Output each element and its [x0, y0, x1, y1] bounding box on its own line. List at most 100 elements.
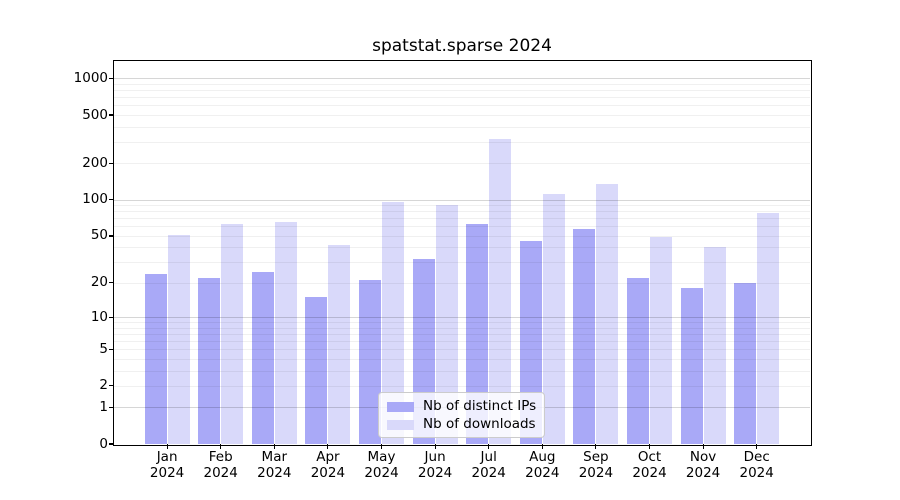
- bar-sep-downloads: [596, 184, 619, 444]
- bar-apr-distinct-ips: [305, 297, 328, 444]
- bar-jan-downloads: [167, 234, 190, 444]
- legend-swatch-downloads: [387, 419, 414, 430]
- gridline-minor: [114, 349, 810, 351]
- x-tick-month: Feb: [208, 449, 233, 465]
- y-tick-label: 50: [90, 227, 108, 244]
- y-tick-mark: [109, 235, 114, 237]
- x-tick-year: 2024: [203, 465, 238, 481]
- x-tick-mark: [380, 444, 383, 449]
- x-tick-mark: [327, 444, 329, 449]
- gridline-minor: [114, 370, 810, 372]
- x-tick-year: 2024: [417, 465, 453, 481]
- x-tick-mark: [434, 444, 436, 449]
- x-tick-month: Aug: [529, 449, 556, 465]
- y-tick-label: 20: [90, 274, 108, 291]
- y-tick-label: 5: [99, 340, 108, 357]
- y-tick-mark: [109, 77, 114, 79]
- gridline-minor: [114, 385, 810, 387]
- x-tick-mark: [648, 444, 651, 449]
- x-tick-month: Jun: [424, 449, 446, 465]
- bar-jun-downloads: [435, 205, 458, 444]
- y-tick-label: 0: [99, 435, 108, 452]
- legend-item-distinct-ips: Nb of distinct IPs: [387, 398, 536, 415]
- x-tick-label-may: May 2024: [355, 449, 409, 481]
- y-tick-mark: [109, 114, 114, 116]
- gridline-minor: [114, 327, 810, 329]
- x-tick-year: 2024: [257, 465, 292, 481]
- bar-aug-downloads: [542, 194, 565, 444]
- bar-feb-downloads: [221, 223, 244, 444]
- chart-title: spatstat.sparse 2024: [372, 36, 552, 56]
- bar-dec-downloads: [757, 212, 780, 444]
- x-tick-label-nov: Nov 2024: [676, 449, 730, 481]
- x-tick-year: 2024: [149, 465, 185, 481]
- x-tick-month: Sep: [583, 449, 609, 465]
- x-tick-month: Nov: [689, 449, 717, 465]
- gridline-minor: [114, 115, 810, 117]
- x-tick-mark: [541, 444, 543, 449]
- bar-jul-distinct-ips: [466, 223, 489, 444]
- bar-dec-distinct-ips: [734, 282, 757, 444]
- y-axis: 1000 500 200 100 50 20 10 5 2 1 0: [0, 61, 108, 452]
- gridline-minor: [114, 90, 810, 92]
- x-tick-mark: [488, 444, 490, 449]
- bar-feb-distinct-ips: [198, 278, 221, 444]
- x-tick-label-sep: Sep 2024: [569, 449, 623, 481]
- x-tick-mark: [595, 444, 597, 449]
- bar-mar-downloads: [274, 221, 297, 444]
- gridline-minor: [114, 141, 810, 143]
- gridline-minor: [114, 262, 810, 264]
- gridline-minor: [114, 97, 810, 99]
- x-tick-month: Mar: [261, 449, 288, 465]
- y-tick-mark: [109, 199, 114, 201]
- y-tick-mark: [109, 348, 114, 350]
- gridline-minor: [114, 163, 810, 165]
- gridline-minor: [114, 126, 810, 128]
- x-tick-month: May: [367, 449, 396, 465]
- y-tick-label: 2: [99, 377, 108, 394]
- x-tick-year: 2024: [525, 465, 560, 481]
- x-tick-label-oct: Oct 2024: [623, 449, 677, 481]
- x-tick-year: 2024: [364, 465, 399, 481]
- x-tick-year: 2024: [471, 465, 506, 481]
- plot-area: Nb of distinct IPs Nb of downloads: [114, 61, 810, 444]
- legend-label-distinct-ips: Nb of distinct IPs: [423, 398, 537, 414]
- y-tick-label: 100: [82, 191, 108, 208]
- gridline-minor: [114, 226, 810, 228]
- x-tick-month: Apr: [316, 449, 340, 465]
- gridline-minor: [114, 105, 810, 107]
- gridline-minor: [114, 211, 810, 213]
- y-tick-mark: [109, 385, 114, 387]
- x-tick-label-aug: Aug 2024: [515, 449, 569, 481]
- gridline-minor: [114, 341, 810, 343]
- bar-sep-distinct-ips: [573, 229, 596, 444]
- x-tick-label-jul: Jul 2024: [462, 449, 516, 481]
- bar-may-downloads: [382, 202, 404, 444]
- gridline-minor: [114, 83, 810, 85]
- gridline-major: [114, 199, 810, 201]
- gridline-major: [114, 317, 810, 319]
- x-tick-label-feb: Feb 2024: [194, 449, 248, 481]
- x-tick-month: Oct: [637, 449, 662, 465]
- legend-label-downloads: Nb of downloads: [423, 416, 536, 432]
- x-tick-month: Dec: [743, 449, 770, 465]
- bar-jan-distinct-ips: [144, 273, 167, 444]
- gridline-major: [114, 78, 810, 80]
- x-tick-year: 2024: [685, 465, 721, 481]
- y-tick-mark: [109, 443, 114, 445]
- bar-jul-downloads: [489, 139, 512, 444]
- y-tick-label: 1: [99, 398, 108, 415]
- gridline-minor: [114, 333, 810, 335]
- x-tick-year: 2024: [310, 465, 346, 481]
- gridline-minor: [114, 358, 810, 360]
- y-tick-label: 200: [82, 154, 108, 171]
- y-tick-mark: [109, 316, 114, 318]
- gridline-minor: [114, 218, 810, 220]
- x-tick-label-dec: Dec 2024: [730, 449, 784, 481]
- x-tick-label-jan: Jan 2024: [140, 449, 194, 481]
- x-tick-label-apr: Apr 2024: [301, 449, 355, 481]
- y-tick-label: 500: [82, 106, 108, 123]
- gridline-minor: [114, 247, 810, 249]
- legend-item-downloads: Nb of downloads: [387, 416, 536, 433]
- x-tick-mark: [756, 444, 758, 449]
